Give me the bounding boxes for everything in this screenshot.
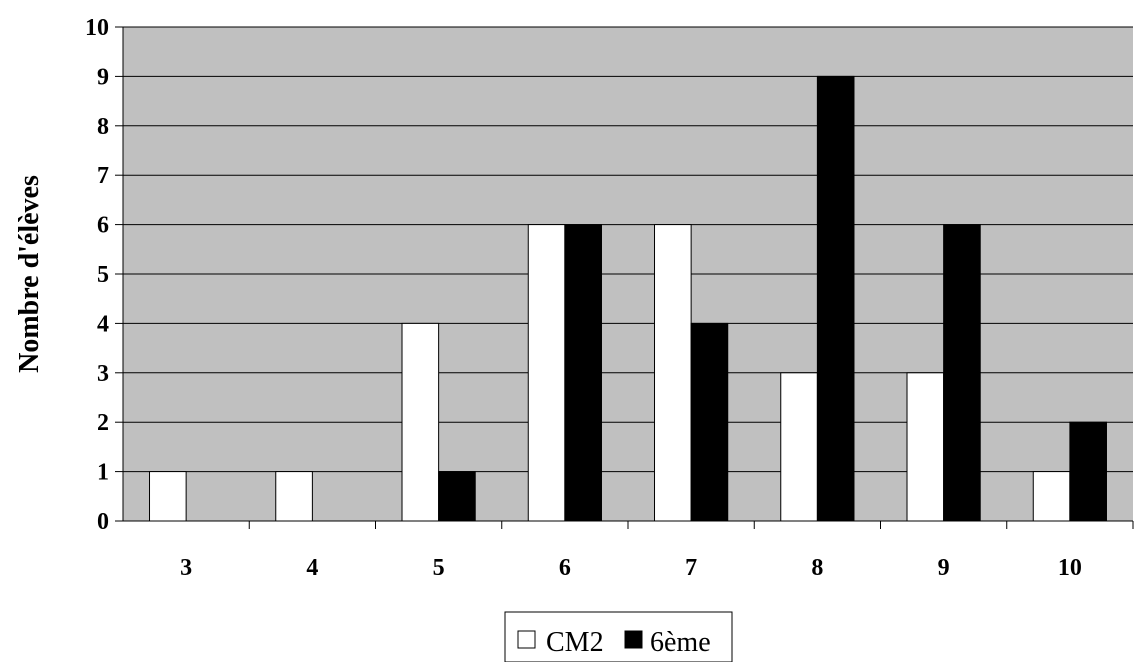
y-axis-label: Nombre d'élèves: [14, 175, 45, 373]
y-tick-label: 6: [97, 213, 109, 239]
gridlines: [123, 26, 1133, 473]
x-tick-label: 10: [1058, 555, 1082, 581]
bars: [149, 75, 1107, 522]
x-tick-label: 5: [433, 555, 445, 581]
x-tick-label: 6: [559, 555, 571, 581]
y-tick-label: 7: [97, 163, 109, 189]
legend-swatch-cm2: [517, 630, 536, 649]
legend: CM2 6ème: [504, 611, 733, 662]
x-tick-label: 3: [180, 555, 192, 581]
y-tick-label: 0: [97, 509, 109, 535]
bar-cm2: [275, 471, 313, 522]
bar-6eme: [1069, 421, 1107, 522]
legend-swatch-6eme: [624, 630, 643, 649]
x-tick-label: 9: [938, 555, 950, 581]
bar-cm2: [780, 372, 818, 522]
bar-6eme: [690, 322, 729, 522]
y-tick-label: 5: [97, 262, 109, 288]
bar-6eme: [816, 75, 855, 522]
bar-cm2: [401, 322, 440, 522]
bar-cm2: [527, 224, 566, 522]
x-tick-label: 7: [685, 555, 697, 581]
y-tick-label: 1: [97, 460, 109, 486]
bar-6eme: [438, 471, 476, 522]
x-tick-label: 4: [306, 555, 318, 581]
y-tick-label: 10: [85, 15, 109, 41]
bar-cm2: [654, 224, 692, 522]
y-tick-labels: 0 1 2 3 4 5 6 7 8 9 10: [85, 15, 123, 535]
bar-6eme: [943, 224, 981, 522]
y-tick-label: 3: [97, 361, 109, 387]
y-tick-label: 9: [97, 64, 109, 90]
y-tick-label: 4: [97, 311, 109, 337]
bar-cm2: [1032, 471, 1071, 522]
legend-box: [504, 611, 733, 662]
y-tick-label: 2: [97, 410, 109, 436]
legend-label-cm2: CM2: [546, 627, 604, 658]
x-tick-labels: 3 4 5 6 7 8 9 10: [180, 521, 1134, 581]
x-tick-label: 8: [811, 555, 823, 581]
bar-cm2: [149, 471, 187, 522]
bar-6eme: [564, 224, 602, 522]
y-tick-label: 8: [97, 114, 109, 140]
legend-label-6eme: 6ème: [650, 627, 711, 658]
bar-cm2: [906, 372, 945, 522]
